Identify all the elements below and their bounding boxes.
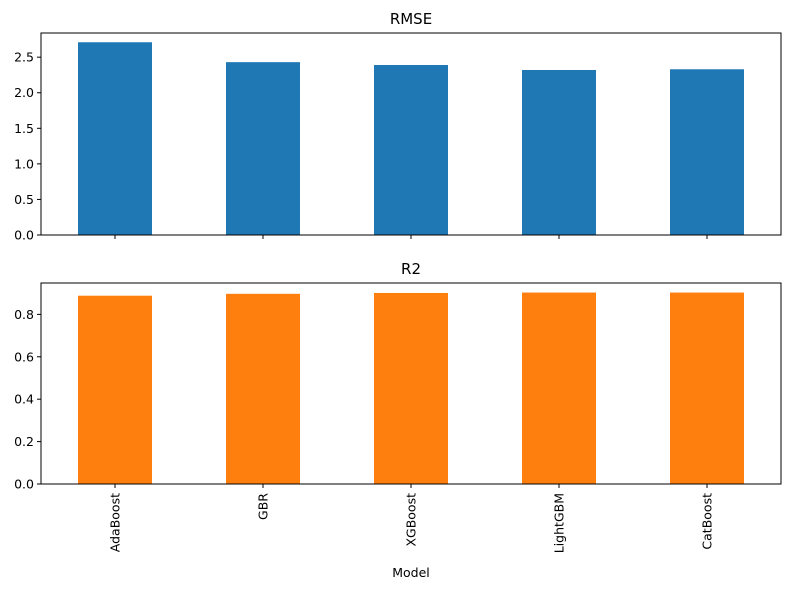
r2-title: R2 <box>401 260 421 278</box>
rmse-ytick-label: 0.5 <box>14 192 34 207</box>
r2-bar-gbr <box>226 293 300 484</box>
r2-ytick-label: 0.8 <box>14 307 34 322</box>
r2-xtick-label: AdaBoost <box>108 493 123 552</box>
rmse-bar-xgboost <box>374 65 448 235</box>
r2-bar-xgboost <box>374 292 448 484</box>
rmse-bar-gbr <box>226 62 300 235</box>
rmse-ytick-label: 2.0 <box>14 85 34 100</box>
rmse-bar-lightgbm <box>522 69 596 235</box>
r2-bar-adaboost <box>78 295 152 484</box>
r2-ytick-label: 0.2 <box>14 434 34 449</box>
r2-bar-catboost <box>670 292 744 484</box>
rmse-axes-frame <box>40 32 782 236</box>
r2-ytick-label: 0.4 <box>14 392 34 407</box>
rmse-ytick-label: 1.5 <box>14 121 34 136</box>
r2-xtick-label: LightGBM <box>552 493 567 553</box>
r2-ytick-label: 0.6 <box>14 349 34 364</box>
rmse-ytick-label: 0.0 <box>14 228 34 243</box>
r2-xtick-label: GBR <box>256 493 271 520</box>
rmse-title: RMSE <box>390 10 432 28</box>
rmse-bar-adaboost <box>78 42 152 236</box>
rmse-ytick-label: 1.0 <box>14 156 34 171</box>
r2-axes-frame <box>40 282 782 485</box>
r2-panel: R2 AdaBoost GBR XGBoost LightGBM CatBoost 0.0 0… <box>14 260 782 580</box>
r2-ytick-label: 0.0 <box>14 477 34 492</box>
r2-xlabel: Model <box>392 565 430 580</box>
r2-bar-lightgbm <box>522 292 596 484</box>
rmse-bar-catboost <box>670 69 744 235</box>
rmse-ytick-label: 2.5 <box>14 50 34 65</box>
r2-xtick-label: XGBoost <box>404 493 419 547</box>
r2-xtick-label: CatBoost <box>700 493 715 550</box>
rmse-panel: RMSE 0.0 0.5 1.0 1.5 2.0 2.5 <box>14 10 782 243</box>
